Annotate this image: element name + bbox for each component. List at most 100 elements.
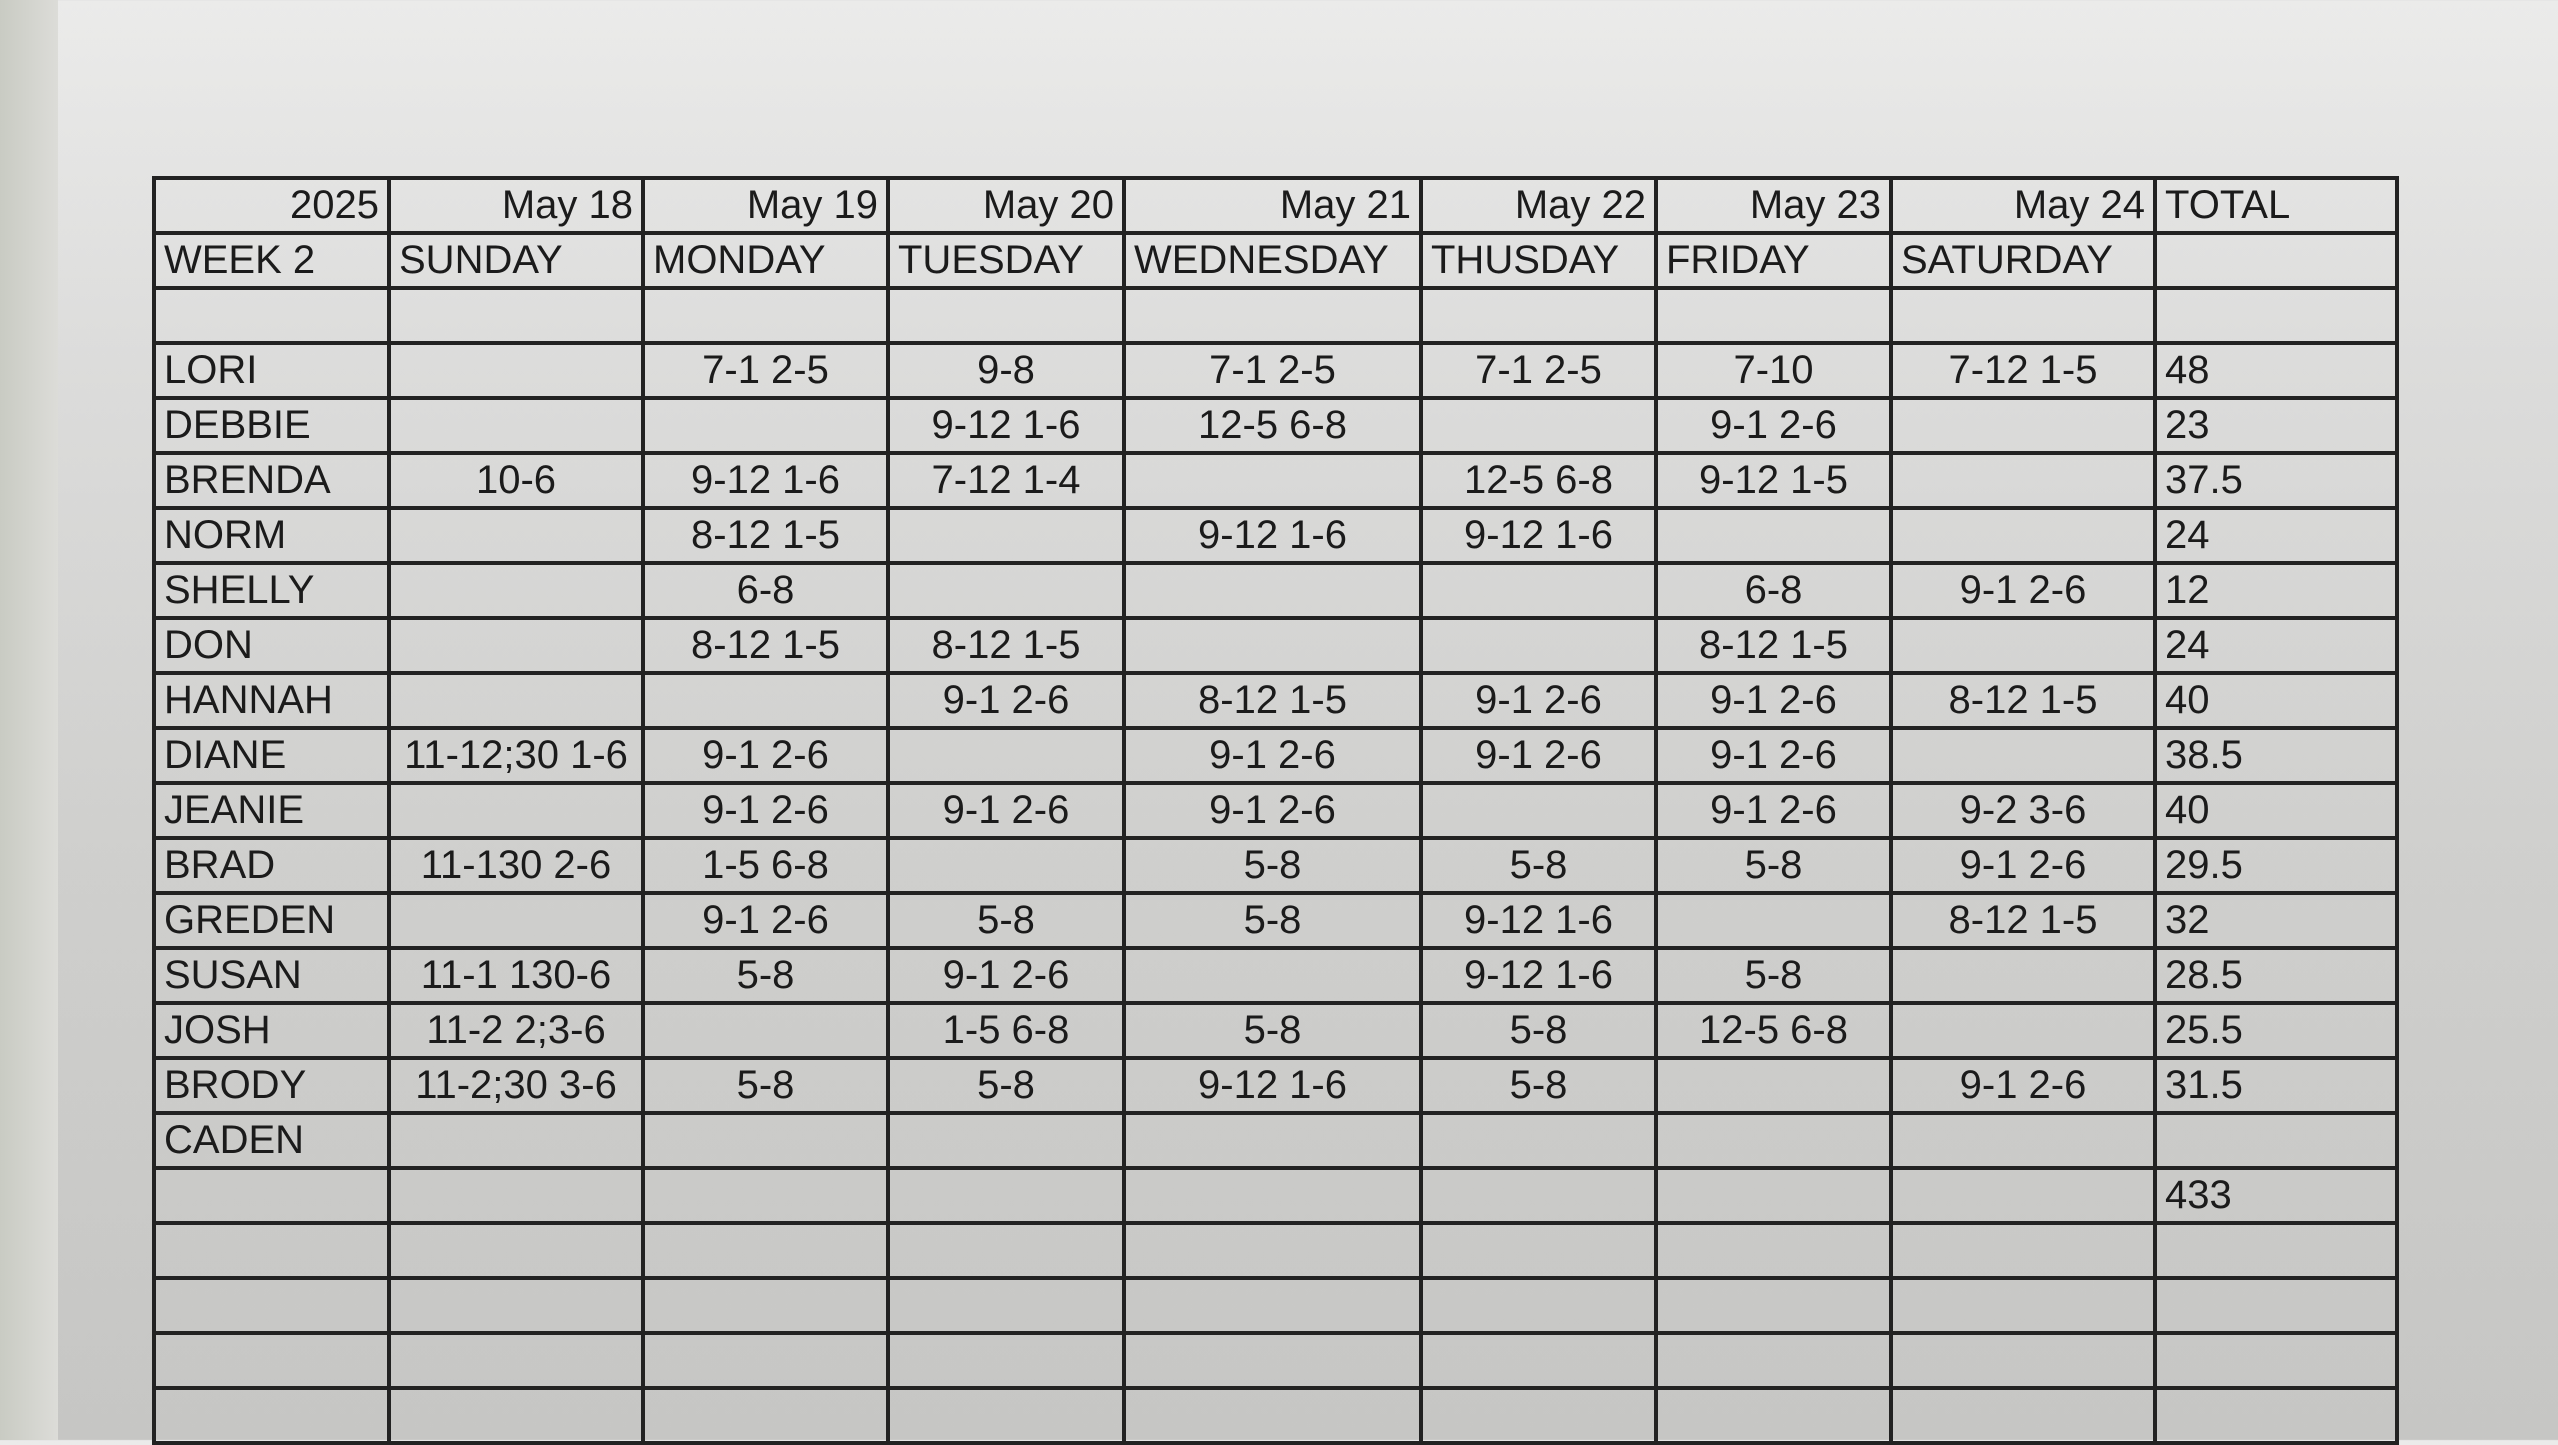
empty-cell	[641, 286, 890, 345]
employee-name: JEANIE	[152, 781, 391, 840]
shift-cell	[387, 671, 645, 730]
shift-cell	[1889, 726, 2157, 785]
shift-cell	[1122, 561, 1423, 620]
employee-name: DIANE	[152, 726, 391, 785]
shift-cell: 12-5 6-8	[1419, 451, 1658, 510]
employee-name: DON	[152, 616, 391, 675]
shift-cell: 7-1 2-5	[641, 341, 890, 400]
hours-total: 31.5	[2153, 1056, 2399, 1115]
shift-cell	[1122, 1111, 1423, 1170]
employee-row: CADEN	[152, 1111, 2399, 1170]
shift-cell: 6-8	[1654, 561, 1893, 620]
day-header-row: WEEK 2 SUNDAY MONDAY TUESDAY WEDNESDAY THUSDA…	[152, 231, 2399, 290]
shift-cell	[387, 506, 645, 565]
shift-cell: 7-1 2-5	[1122, 341, 1423, 400]
shift-cell: 8-12 1-5	[1654, 616, 1893, 675]
shift-cell: 9-1 2-6	[1122, 781, 1423, 840]
shift-cell: 5-8	[886, 1056, 1126, 1115]
empty-cell	[1654, 1166, 1893, 1225]
empty-cell	[886, 1166, 1126, 1225]
shift-cell: 7-12 1-5	[1889, 341, 2157, 400]
empty-cell	[1654, 1276, 1893, 1335]
date-header: May 19	[641, 176, 890, 235]
employee-row: SUSAN 11-1 130-6 5-8 9-1 2-6 9-12 1-6 5-8 28.5	[152, 946, 2399, 1005]
shift-cell	[1419, 1111, 1658, 1170]
day-header: MONDAY	[641, 231, 890, 290]
blank-row	[152, 1276, 2399, 1335]
shift-cell: 9-1 2-6	[1654, 396, 1893, 455]
employee-row: GREDEN 9-1 2-6 5-8 5-8 9-12 1-6 8-12 1-5 32	[152, 891, 2399, 950]
shift-cell: 12-5 6-8	[1654, 1001, 1893, 1060]
employee-row: DON 8-12 1-5 8-12 1-5 8-12 1-5 24	[152, 616, 2399, 675]
shift-cell: 5-8	[1419, 1001, 1658, 1060]
empty-cell	[641, 1221, 890, 1280]
shift-cell: 9-12 1-6	[1419, 506, 1658, 565]
empty-cell	[1889, 1276, 2157, 1335]
shift-cell: 12-5 6-8	[1122, 396, 1423, 455]
shift-cell: 9-1 2-6	[1889, 561, 2157, 620]
schedule-table: 2025 May 18 May 19 May 20 May 21 May 22 May 23…	[152, 176, 2399, 1445]
hours-total: 25.5	[2153, 1001, 2399, 1060]
employee-row: NORM 8-12 1-5 9-12 1-6 9-12 1-6 24	[152, 506, 2399, 565]
shift-cell	[1654, 891, 1893, 950]
empty-cell	[2153, 1331, 2399, 1390]
empty-cell	[1654, 1386, 1893, 1445]
empty-cell	[1889, 1331, 2157, 1390]
shift-cell: 9-1 2-6	[1654, 726, 1893, 785]
shift-cell: 9-12 1-6	[886, 396, 1126, 455]
day-header: SUNDAY	[387, 231, 645, 290]
shift-cell: 1-5 6-8	[641, 836, 890, 895]
shift-cell: 9-1 2-6	[1889, 836, 2157, 895]
shift-cell	[387, 1111, 645, 1170]
shift-cell: 9-1 2-6	[1654, 671, 1893, 730]
shift-cell: 9-1 2-6	[886, 671, 1126, 730]
shift-cell: 9-1 2-6	[1654, 781, 1893, 840]
empty-cell	[387, 286, 645, 345]
hours-total: 29.5	[2153, 836, 2399, 895]
empty-cell	[387, 1386, 645, 1445]
empty-cell	[886, 1221, 1126, 1280]
shift-cell	[1654, 1056, 1893, 1115]
shift-cell	[387, 616, 645, 675]
shift-cell: 5-8	[1122, 891, 1423, 950]
empty-cell	[641, 1166, 890, 1225]
shift-cell: 9-1 2-6	[886, 946, 1126, 1005]
empty-cell	[1654, 1331, 1893, 1390]
blank-row	[152, 286, 2399, 345]
shift-cell: 7-12 1-4	[886, 451, 1126, 510]
empty-cell	[1889, 1221, 2157, 1280]
shift-cell: 10-6	[387, 451, 645, 510]
empty-cell	[387, 1166, 645, 1225]
employee-name: SHELLY	[152, 561, 391, 620]
shift-cell	[387, 891, 645, 950]
shift-cell: 9-1 2-6	[1419, 671, 1658, 730]
day-header: THUSDAY	[1419, 231, 1658, 290]
shift-cell: 9-1 2-6	[641, 781, 890, 840]
empty-cell	[2153, 286, 2399, 345]
empty-cell	[387, 1331, 645, 1390]
empty-cell	[1122, 1386, 1423, 1445]
shift-cell	[1419, 781, 1658, 840]
shift-cell: 11-2 2;3-6	[387, 1001, 645, 1060]
hours-total: 28.5	[2153, 946, 2399, 1005]
hours-total: 24	[2153, 616, 2399, 675]
shift-cell: 5-8	[641, 1056, 890, 1115]
employee-name: NORM	[152, 506, 391, 565]
employee-row: BRAD 11-130 2-6 1-5 6-8 5-8 5-8 5-8 9-1 2-6 29.…	[152, 836, 2399, 895]
employee-row: LORI 7-1 2-5 9-8 7-1 2-5 7-1 2-5 7-10 7-12 1-5…	[152, 341, 2399, 400]
shift-cell: 9-1 2-6	[1889, 1056, 2157, 1115]
employee-name: LORI	[152, 341, 391, 400]
empty-cell	[1889, 286, 2157, 345]
desk-edge	[0, 0, 58, 1440]
empty-cell	[1419, 1331, 1658, 1390]
shift-cell: 11-12;30 1-6	[387, 726, 645, 785]
empty-cell	[2153, 1386, 2399, 1445]
shift-cell: 5-8	[1122, 1001, 1423, 1060]
empty-cell	[1122, 286, 1423, 345]
employee-name: SUSAN	[152, 946, 391, 1005]
hours-total: 38.5	[2153, 726, 2399, 785]
day-header: FRIDAY	[1654, 231, 1893, 290]
employee-name: GREDEN	[152, 891, 391, 950]
shift-cell	[1122, 946, 1423, 1005]
shift-cell	[1419, 616, 1658, 675]
